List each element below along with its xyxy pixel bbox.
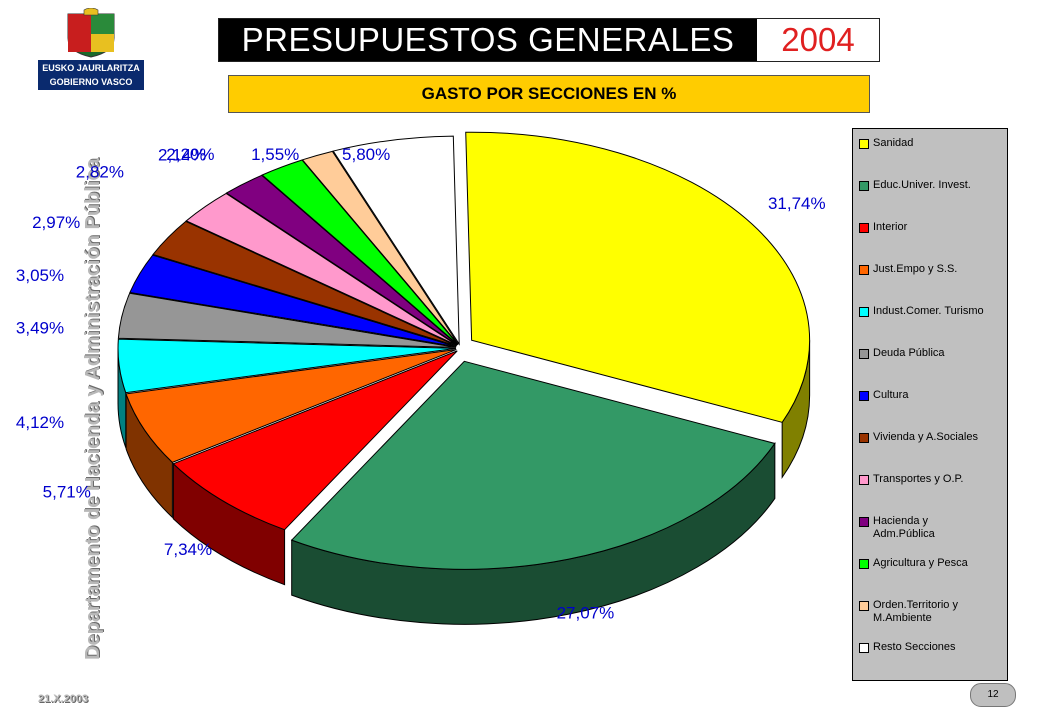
pie-slice-resto-secciones: [332, 135, 460, 346]
legend-item-agricultura-y-pesca: Agricultura y Pesca: [859, 557, 1007, 599]
legend-label: Sanidad: [873, 137, 914, 149]
legend-swatch: [859, 475, 869, 485]
page-title-box: PRESUPUESTOS GENERALES 2004: [218, 18, 880, 62]
pie-slice-interior: [172, 350, 458, 531]
pie-slice-transportes-y-o-p: [185, 192, 458, 346]
pie-slice-just-empo-y-s-s: [125, 349, 457, 463]
data-label-cultura: 3,05%: [16, 266, 64, 285]
legend-item-educ-univer-invest: Educ.Univer. Invest.: [859, 179, 1007, 221]
title-year: 2004: [757, 19, 879, 61]
data-label-deuda-p-blica: 3,49%: [16, 318, 64, 337]
data-label-resto-secciones: 5,80%: [342, 145, 390, 164]
legend-item-hacienda-y-adm-p-blica: Hacienda y Adm.Pública: [859, 515, 1007, 557]
legend-item-resto-secciones: Resto Secciones: [859, 641, 1007, 683]
legend-item-cultura: Cultura: [859, 389, 1007, 431]
legend-item-transportes-y-o-p: Transportes y O.P.: [859, 473, 1007, 515]
pie-slice-deuda-p-blica: [117, 292, 457, 348]
legend-swatch: [859, 517, 869, 527]
legend-swatch: [859, 349, 869, 359]
legend-swatch: [859, 643, 869, 653]
data-label-orden-territorio-y-m-ambiente: 1,55%: [251, 145, 299, 164]
data-label-sanidad: 31,74%: [768, 194, 826, 213]
legend-item-indust-comer-turismo: Indust.Comer. Turismo: [859, 305, 1007, 347]
legend-item-deuda-p-blica: Deuda Pública: [859, 347, 1007, 389]
legend-swatch: [859, 601, 869, 611]
legend-item-orden-territorio-y-m-ambiente: Orden.Territorio y M.Ambiente: [859, 599, 1007, 641]
legend-item-sanidad: Sanidad: [859, 137, 1007, 179]
legend-item-vivienda-y-a-sociales: Vivienda y A.Sociales: [859, 431, 1007, 473]
coat-of-arms-icon: [67, 8, 115, 58]
legend-label: Hacienda y Adm.Pública: [873, 515, 935, 540]
legend-label: Agricultura y Pesca: [873, 557, 968, 569]
data-label-educ-univer-invest: 27,07%: [557, 603, 615, 622]
page-number: 12: [970, 683, 1016, 707]
legend-label: Vivienda y A.Sociales: [873, 431, 978, 443]
legend-label: Interior: [873, 221, 908, 233]
gobierno-vasco-logo: EUSKO JAURLARITZA GOBIERNO VASCO: [38, 8, 144, 90]
data-label-indust-comer-turismo: 4,12%: [16, 413, 64, 432]
pie-slice-vivienda-y-a-sociales: [152, 220, 457, 347]
legend-swatch: [859, 223, 869, 233]
legend-item-interior: Interior: [859, 221, 1007, 263]
chart-legend: Sanidad Educ.Univer. Invest. Interior Just.…: [852, 128, 1008, 681]
org-line-2: GOBIERNO VASCO: [49, 77, 133, 87]
legend-label: Educ.Univer. Invest.: [873, 179, 971, 191]
legend-label: Resto Secciones: [873, 641, 956, 653]
data-label-hacienda-y-adm-p-blica: 2,14%: [158, 146, 206, 165]
data-label-interior: 7,34%: [164, 540, 212, 559]
legend-swatch: [859, 307, 869, 317]
legend-item-just-empo-y-s-s: Just.Empo y S.S.: [859, 263, 1007, 305]
pie-slice-orden-territorio-y-m-ambiente: [301, 150, 459, 345]
legend-swatch: [859, 391, 869, 401]
pie-slice-indust-comer-turismo: [117, 338, 457, 394]
legend-label: Transportes y O.P.: [873, 473, 964, 485]
pie-slice-hacienda-y-adm-p-blica: [225, 174, 458, 346]
data-label-vivienda-y-a-sociales: 2,97%: [32, 213, 80, 232]
pie-slice-cultura: [129, 254, 457, 348]
data-label-transportes-y-o-p: 2,82%: [76, 163, 124, 182]
data-label-agricultura-y-pesca: 2,20%: [166, 145, 214, 164]
chart-subtitle: GASTO POR SECCIONES EN %: [228, 75, 870, 113]
date-stamp: 21.X.2003: [38, 693, 89, 705]
legend-label: Indust.Comer. Turismo: [873, 305, 984, 317]
legend-label: Cultura: [873, 389, 909, 401]
legend-label: Just.Empo y S.S.: [873, 263, 958, 275]
page-title: PRESUPUESTOS GENERALES: [219, 19, 757, 61]
pie-slice-educ-univer-invest: [290, 360, 776, 570]
legend-label: Deuda Pública: [873, 347, 945, 359]
legend-swatch: [859, 433, 869, 443]
legend-swatch: [859, 139, 869, 149]
legend-swatch: [859, 265, 869, 275]
legend-swatch: [859, 559, 869, 569]
pie-slice-sanidad: [465, 131, 811, 423]
org-line-1: EUSKO JAURLARITZA: [42, 63, 140, 73]
organization-name: EUSKO JAURLARITZA GOBIERNO VASCO: [38, 60, 144, 90]
data-label-just-empo-y-s-s: 5,71%: [43, 483, 91, 502]
legend-label: Orden.Territorio y M.Ambiente: [873, 599, 958, 624]
legend-swatch: [859, 181, 869, 191]
